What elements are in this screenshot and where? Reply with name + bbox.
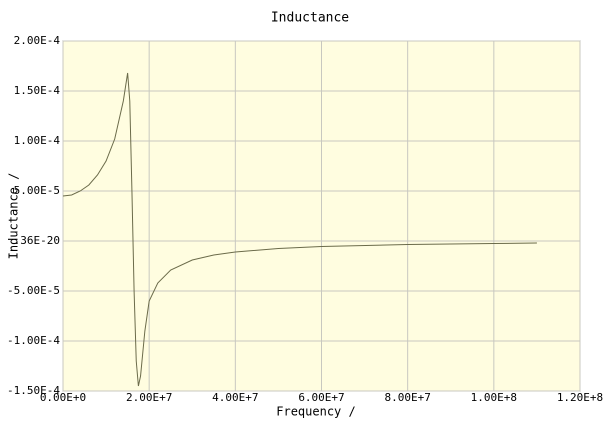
x-tick-label: 6.00E+7 [298, 391, 344, 404]
x-tick-label: 4.00E+7 [212, 391, 258, 404]
x-tick-label: 8.00E+7 [384, 391, 430, 404]
x-axis-label: Frequency / [276, 405, 355, 419]
x-tick-label: 2.00E+7 [126, 391, 172, 404]
y-tick-label: 2.00E-4 [14, 34, 61, 47]
y-tick-label: -5.00E-5 [7, 284, 60, 297]
x-tick-label: 1.20E+8 [557, 391, 603, 404]
y-axis-label: Inductance / [7, 173, 21, 260]
chart-title: Inductance [271, 11, 349, 26]
y-tick-label: .36E-20 [14, 234, 60, 247]
x-tick-label: 1.00E+8 [471, 391, 517, 404]
y-tick-label: 1.50E-4 [14, 84, 61, 97]
x-tick-label: 0.00E+0 [40, 391, 86, 404]
y-tick-label: -1.50E-4 [7, 384, 60, 397]
data-line [62, 72, 537, 387]
y-tick-label: 5.00E-5 [14, 184, 60, 197]
y-tick-label: 1.00E-4 [14, 134, 61, 147]
y-tick-label: -1.00E-4 [7, 334, 60, 347]
